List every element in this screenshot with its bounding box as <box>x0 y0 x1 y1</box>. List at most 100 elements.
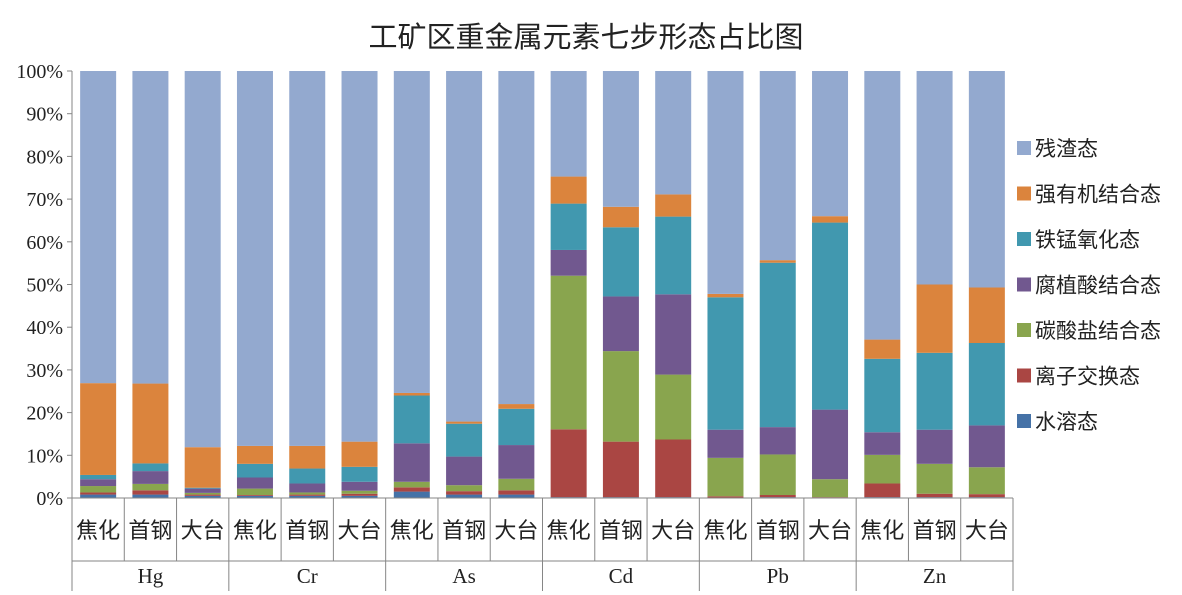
bar-segment-2-3 <box>185 495 221 496</box>
legend-label: 碳酸盐结合态 <box>1035 319 1161 343</box>
legend-swatch <box>1017 369 1031 383</box>
bar-segment-4-8 <box>446 457 482 486</box>
legend-label: 离子交换态 <box>1035 365 1140 389</box>
bar-segment-6-1 <box>80 383 116 475</box>
bar-segment-6-12 <box>655 194 691 216</box>
x-category-label: 首钢 <box>913 519 957 544</box>
bar-segment-7-10 <box>551 71 587 177</box>
bar-segment-1-1 <box>80 495 116 498</box>
legend-swatch <box>1017 187 1031 201</box>
x-category-label: 首钢 <box>285 519 329 544</box>
bar-segment-4-15 <box>812 410 848 480</box>
bar-segment-4-2 <box>132 471 168 484</box>
bar-segment-3-14 <box>760 454 796 495</box>
bar-segment-3-8 <box>446 485 482 491</box>
x-category-label: 大台 <box>494 519 538 544</box>
bar-segment-6-10 <box>551 177 587 204</box>
bar-segment-5-7 <box>394 396 430 444</box>
bar-segment-2-8 <box>446 491 482 494</box>
x-category-label: 焦化 <box>703 519 747 544</box>
bar-segment-3-4 <box>237 489 273 495</box>
bar-segment-6-7 <box>394 393 430 396</box>
bar-segment-7-2 <box>132 71 168 384</box>
bar-segment-7-1 <box>80 71 116 383</box>
bar-segment-3-12 <box>655 375 691 440</box>
bar-segment-2-18 <box>969 494 1005 497</box>
bar-segment-2-11 <box>603 442 639 498</box>
bar-segment-4-6 <box>342 482 378 491</box>
bar-segment-6-11 <box>603 207 639 228</box>
bar-segment-6-6 <box>342 442 378 467</box>
legend-swatch <box>1017 232 1031 246</box>
bar-segment-5-6 <box>342 467 378 482</box>
x-group-label: Cr <box>297 564 318 588</box>
bar-segment-5-18 <box>969 343 1005 425</box>
bar-segment-3-3 <box>185 493 221 495</box>
y-tick-label: 10% <box>26 445 63 467</box>
plot-area <box>80 71 1005 498</box>
x-category-label: 首钢 <box>442 519 486 544</box>
bar-segment-5-12 <box>655 217 691 295</box>
x-category-label: 首钢 <box>756 519 800 544</box>
x-category-label: 大台 <box>651 519 695 544</box>
bar-segment-4-3 <box>185 489 221 493</box>
bar-segment-7-8 <box>446 71 482 422</box>
y-tick-label: 90% <box>26 104 63 126</box>
bar-segment-2-13 <box>707 496 743 497</box>
y-tick-label: 60% <box>26 232 63 254</box>
bar-segment-7-3 <box>185 71 221 447</box>
bar-segment-5-2 <box>132 463 168 471</box>
bar-segment-7-12 <box>655 71 691 194</box>
bar-segment-5-5 <box>289 469 325 484</box>
y-tick-label: 80% <box>26 146 63 168</box>
bar-segment-5-3 <box>185 488 221 489</box>
y-tick-label: 20% <box>26 403 63 425</box>
bar-segment-6-4 <box>237 446 273 464</box>
bar-segment-6-14 <box>760 260 796 263</box>
legend-swatch <box>1017 323 1031 337</box>
legend-label: 强有机结合态 <box>1035 183 1161 207</box>
x-category-label: 大台 <box>181 519 225 544</box>
bar-segment-5-1 <box>80 475 116 479</box>
bar-segment-3-10 <box>551 276 587 430</box>
bar-segment-6-8 <box>446 422 482 424</box>
bar-segment-7-14 <box>760 71 796 260</box>
bar-segment-3-16 <box>864 455 900 484</box>
bar-segment-4-12 <box>655 294 691 374</box>
bar-segment-2-5 <box>289 495 325 496</box>
y-tick-label: 0% <box>36 488 63 510</box>
bar-segment-6-9 <box>498 404 534 409</box>
x-category-label: 首钢 <box>599 519 643 544</box>
bar-segment-4-11 <box>603 296 639 351</box>
bar-segment-5-17 <box>917 353 953 430</box>
bar-segment-5-10 <box>551 204 587 250</box>
legend-label: 水溶态 <box>1035 410 1098 434</box>
legend-swatch <box>1017 141 1031 155</box>
x-group-label: Pb <box>767 564 789 588</box>
x-group-label: Zn <box>923 564 947 588</box>
bar-segment-7-4 <box>237 71 273 446</box>
legend-label: 腐植酸结合态 <box>1035 274 1161 298</box>
bar-segment-7-13 <box>707 71 743 294</box>
bar-segment-4-4 <box>237 478 273 489</box>
bar-segment-4-7 <box>394 443 430 481</box>
bar-segment-3-11 <box>603 351 639 442</box>
bar-segment-1-9 <box>498 495 534 498</box>
bar-segment-3-15 <box>812 479 848 497</box>
bar-segment-2-1 <box>80 492 116 494</box>
x-group-label: As <box>452 564 475 588</box>
bar-segment-7-11 <box>603 71 639 207</box>
bar-segment-7-15 <box>812 71 848 216</box>
bar-segment-4-16 <box>864 432 900 455</box>
legend-label: 残渣态 <box>1035 137 1098 161</box>
bar-segment-2-4 <box>237 495 273 496</box>
bar-segment-7-5 <box>289 71 325 446</box>
bar-segment-7-18 <box>969 71 1005 287</box>
bar-segment-2-2 <box>132 490 168 494</box>
bar-segment-5-9 <box>498 409 534 445</box>
x-group-label: Hg <box>138 564 164 588</box>
x-category-label: 焦化 <box>547 519 591 544</box>
bar-segment-3-2 <box>132 484 168 490</box>
